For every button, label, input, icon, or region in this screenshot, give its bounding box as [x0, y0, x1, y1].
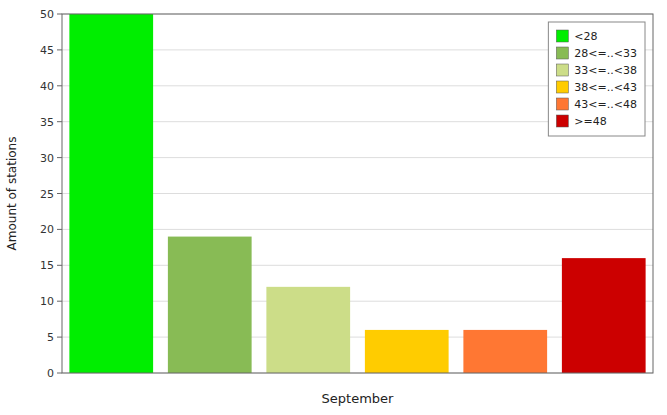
- tick-label: 40: [40, 80, 54, 93]
- legend-swatch: [556, 64, 568, 76]
- tick-mark: [57, 121, 62, 122]
- tick-mark: [57, 229, 62, 230]
- tick-label: 25: [40, 188, 54, 201]
- chart: 0 5 10 15 20 25 30 35 40 45 50 September Amount of s…: [0, 0, 667, 415]
- bar: [365, 330, 449, 373]
- y-axis-label: Amount of stations: [5, 137, 19, 251]
- legend-label: 28<=..<33: [574, 47, 637, 60]
- tick-mark: [57, 337, 62, 338]
- tick-label: 15: [40, 259, 54, 272]
- legend-label: >=48: [574, 115, 606, 128]
- tick-label: 0: [47, 367, 54, 380]
- bar: [562, 258, 646, 373]
- legend-swatch: [556, 81, 568, 93]
- legend: <28 28<=..<33 33<=..<38 38<=..<43 43<=..<48 >…: [548, 22, 645, 136]
- bars: [69, 14, 645, 373]
- tick-label: 35: [40, 116, 54, 129]
- legend-swatch: [556, 30, 568, 42]
- grid: [62, 14, 653, 373]
- tick-mark: [57, 301, 62, 302]
- bar: [168, 237, 252, 373]
- bar: [463, 330, 547, 373]
- tick-label: 30: [40, 152, 54, 165]
- legend-box: [548, 22, 645, 136]
- tick-mark: [57, 157, 62, 158]
- legend-swatch: [556, 47, 568, 59]
- bar: [266, 287, 350, 373]
- legend-swatch: [556, 98, 568, 110]
- legend-swatch: [556, 115, 568, 127]
- legend-label: <28: [574, 30, 597, 43]
- plot-area: [62, 14, 653, 373]
- y-axis: 0 5 10 15 20 25 30 35 40 45 50: [40, 8, 62, 380]
- x-axis-label: September: [322, 391, 395, 406]
- tick-label: 20: [40, 223, 54, 236]
- plot-frame: [62, 14, 653, 373]
- tick-mark: [57, 193, 62, 194]
- legend-label: 43<=..<48: [574, 98, 637, 111]
- tick-mark: [57, 49, 62, 50]
- tick-label: 50: [40, 8, 54, 21]
- tick-label: 5: [47, 331, 54, 344]
- tick-mark: [57, 85, 62, 86]
- bar: [69, 14, 153, 373]
- legend-label: 33<=..<38: [574, 64, 637, 77]
- tick-mark: [57, 265, 62, 266]
- tick-mark: [57, 14, 62, 15]
- tick-label: 45: [40, 44, 54, 57]
- tick-mark: [57, 373, 62, 374]
- tick-label: 10: [40, 295, 54, 308]
- legend-label: 38<=..<43: [574, 81, 637, 94]
